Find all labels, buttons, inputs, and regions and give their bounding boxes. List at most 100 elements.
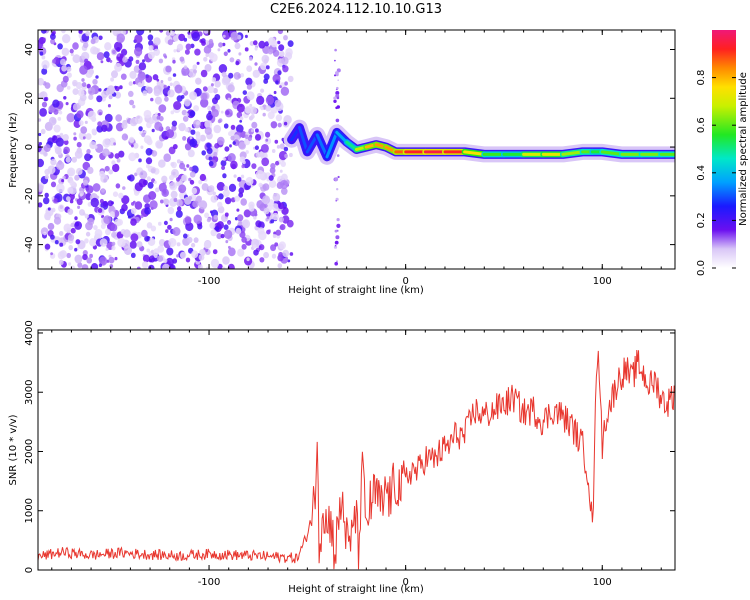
spectrogram-noise-cell (70, 227, 76, 234)
spectrogram-noise-cell (144, 235, 150, 242)
spectrogram-noise-cell (227, 153, 236, 163)
spectrogram-noise-cell (233, 72, 241, 80)
spectrogram-noise-cell (248, 205, 255, 212)
spectrogram-noise-cell (201, 150, 206, 156)
spectrogram-noise-cell (197, 264, 203, 269)
spectrogram-noise-cell (53, 109, 59, 115)
spectrogram-noise-cell (274, 99, 282, 108)
spectrogram-noise-cell (246, 257, 250, 262)
spectrogram-noise-cell (130, 218, 137, 226)
spectrogram-noise-cell (41, 60, 50, 70)
x-tick-label: -100 (198, 577, 221, 588)
spectrogram-noise-cell (243, 209, 251, 218)
spectrogram-noise-cell (265, 65, 270, 70)
spectrogram-noise-cell (228, 131, 233, 137)
spectrogram-trace-core (463, 150, 486, 156)
spectrogram-noise-cell (63, 139, 69, 146)
spectrogram-y-label: Frequency (Hz) (8, 112, 19, 188)
spectrogram-noise-cell (221, 71, 227, 78)
spectrogram-noise-cell (130, 233, 139, 242)
spectrogram-noise-cell (235, 227, 242, 235)
spectrogram-noise-cell (262, 112, 266, 117)
spectrogram-noise-cell (260, 88, 265, 93)
spectrogram-noise-cell (335, 106, 338, 110)
spectrogram-noise-cell (85, 30, 90, 37)
spectrogram-noise-cell (244, 47, 249, 52)
spectrogram-noise-cell (108, 94, 113, 100)
spectrogram-noise-cell (251, 129, 254, 133)
spectrogram-noise-cell (72, 54, 81, 64)
spectrogram-trace-core (298, 126, 309, 154)
spectrogram-noise-cell (138, 69, 142, 74)
spectrogram-noise-cell (336, 154, 340, 157)
spectrogram-noise-cell (59, 242, 64, 247)
spectrogram-noise-cell (59, 132, 64, 137)
spectrogram-noise-cell (198, 179, 203, 185)
spectrogram-noise-cell (87, 166, 94, 174)
spectrogram-noise-cell (92, 78, 98, 85)
spectrogram-noise-cell (38, 93, 41, 98)
spectrogram-noise-cell (200, 92, 208, 101)
spectrogram-noise-cell (164, 55, 168, 59)
spectrogram-noise-cell (263, 207, 270, 215)
spectrogram-noise-cell (78, 120, 84, 126)
spectrogram-noise-cell (280, 161, 286, 167)
spectrogram-noise-cell (112, 49, 116, 55)
spectrogram-noise-cell (66, 113, 75, 123)
spectrogram-noise-cell (334, 177, 339, 182)
spectrogram-noise-cell (272, 234, 277, 238)
spectrogram-noise-cell (151, 128, 155, 133)
spectrogram-noise-cell (195, 134, 202, 140)
spectrogram-noise-cell (65, 102, 69, 106)
spectrogram-noise-cell (336, 218, 340, 222)
spectrogram-noise-cell (52, 99, 60, 108)
spectrogram-noise-cell (236, 103, 245, 113)
spectrogram-noise-cell (114, 153, 120, 159)
spectrogram-noise-cell (170, 190, 178, 199)
spectrogram-noise-cell (252, 69, 260, 78)
spectrogram-noise-cell (50, 252, 53, 256)
spectrogram-noise-cell (94, 229, 103, 238)
spectrogram-noise-cell (334, 244, 337, 247)
spectrogram-noise-cell (179, 251, 187, 259)
spectrogram-noise-cell (193, 214, 202, 224)
spectrogram-noise-cell (111, 70, 118, 79)
spectrogram-noise-cell (62, 134, 69, 141)
spectrogram-noise-cell (212, 249, 218, 255)
spectrogram-noise-cell (184, 216, 192, 224)
spectrogram-noise-cell (260, 106, 264, 111)
spectrogram-noise-cell (189, 110, 196, 117)
spectrogram-noise-cell (227, 247, 236, 257)
spectrogram-noise-cell (73, 132, 77, 136)
spectrogram-noise-cell (128, 90, 134, 97)
spectrogram-noise-cell (56, 183, 65, 193)
chart-title: C2E6.2024.112.10.10.G13 (269, 2, 443, 17)
spectrogram-noise-cell (273, 90, 277, 95)
spectrogram-noise-cell (235, 61, 240, 66)
spectrogram-noise-cell (200, 69, 208, 78)
spectrogram-noise-cell (254, 145, 259, 150)
spectrogram-noise-cell (76, 141, 82, 148)
spectrogram-noise-cell (183, 65, 188, 70)
spectrogram-noise-cell (176, 95, 183, 102)
spectrogram-noise-cell (277, 70, 282, 76)
spectrogram-noise-cell (74, 150, 83, 159)
spectrogram-noise-cell (260, 62, 268, 71)
spectrogram-noise-cell (44, 243, 51, 250)
y-tick-label: -40 (24, 236, 35, 252)
spectrogram-noise-cell (104, 165, 110, 172)
spectrogram-noise-cell (114, 41, 123, 51)
spectrogram-noise-cell (145, 157, 153, 165)
spectrogram-noise-cell (76, 110, 84, 119)
spectrogram-noise-cell (241, 236, 247, 243)
spectrogram-noise-cell (103, 215, 112, 225)
spectrogram-noise-cell (237, 176, 242, 182)
spectrogram-noise-cell (138, 158, 142, 163)
spectrogram-noise-cell (189, 91, 198, 101)
spectrogram-noise-cell (334, 74, 336, 77)
spectrogram-noise-cell (58, 110, 63, 115)
spectrogram-noise-cell (140, 214, 144, 219)
spectrogram-noise-cell (246, 65, 253, 72)
x-tick-label: -100 (198, 276, 221, 287)
